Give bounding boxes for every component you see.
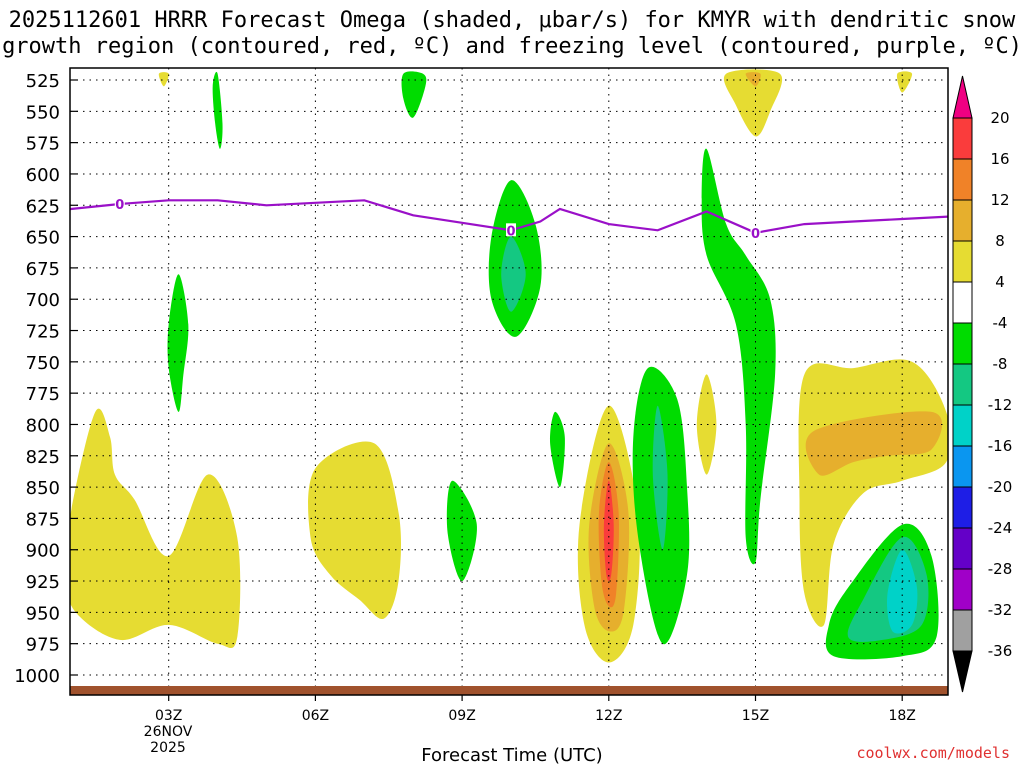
chart-title-line2: growth region (contoured, red, ºC) and f… [2,34,1022,59]
site-credit: coolwx.com/models [856,744,1010,762]
freezing-level-contour: 0 0 0 [70,197,948,242]
colorbar-label: 4 [995,273,1005,291]
omega-region-teal-1300 [652,405,668,550]
y-tick-label-525: 525 [26,71,60,92]
omega-region-green-1100 [549,411,565,488]
freezing-label-bg [114,197,125,211]
y-tick-label-550: 550 [26,102,60,123]
x-tick-label-06Z: 06Z [302,708,329,724]
colorbar-bin [952,527,973,570]
y-tick-label-900: 900 [26,541,60,562]
colorbar-bin [952,199,973,242]
colorbar-bin [952,568,973,611]
colorbar-bin [952,363,973,406]
freezing-level-label: 0 [115,198,124,213]
colorbar-label: -24 [988,519,1013,537]
omega-region-yellow-0630 [308,441,402,620]
x-axis-title: Forecast Time (UTC) [421,745,603,766]
colorbar-bin [952,609,973,652]
freezing-label-bg [506,223,516,237]
omega-region-yellow-1800 [896,71,913,93]
y-tick-label-625: 625 [26,196,60,217]
omega-shaded-regions [70,69,948,663]
omega-region-orange-1630 [805,411,943,476]
y-tick-label-850: 850 [26,478,60,499]
y-tick-label-950: 950 [26,603,60,624]
colorbar-label: -28 [988,560,1013,578]
x-tick-label-15Z: 15Z [742,708,769,724]
colorbar-bottom-arrow [952,650,973,693]
x-tick-label-03Z: 03Z [155,708,182,724]
colorbar: -36 -32 -28 -24 -20 -16 -12 -8 -4 4 8 12 16 20 [952,75,1013,693]
y-tick-label-675: 675 [26,259,60,280]
omega-region-yellow-1500 [723,69,783,137]
y-tick-label-750: 750 [26,353,60,374]
x-tick-label-18Z: 18Z [888,708,915,724]
y-tick-label-975: 975 [26,635,60,656]
colorbar-label: -8 [993,355,1008,373]
colorbar-label: -36 [988,642,1013,660]
colorbar-top-arrow [952,75,973,119]
y-tick-label-1000: 1000 [14,666,60,687]
colorbar-bin [952,445,973,488]
colorbar-label: 16 [990,150,1009,168]
colorbar-bin [952,117,973,160]
colorbar-label: 8 [995,232,1005,250]
freezing-label-bg [750,225,761,239]
chart-title-line1: 2025112601 HRRR Forecast Omega (shaded, … [8,8,1016,33]
y-tick-label-575: 575 [26,134,60,155]
omega-region-green-0330 [167,274,189,412]
omega-region-orange-1500 [745,72,761,87]
omega-region-yellow-0240 [158,72,169,87]
date-label-line1: 26NOV [144,724,193,740]
date-label-line2: 2025 [150,740,186,756]
x-tick-label-12Z: 12Z [595,708,622,724]
colorbar-bin [952,322,973,365]
omega-region-green-1430 [701,148,776,565]
omega-region-green-0400 [212,71,223,149]
pressure-gridlines [70,68,948,695]
y-tick-label-825: 825 [26,447,60,468]
colorbar-label: -20 [988,478,1013,496]
colorbar-bin [952,404,973,447]
colorbar-label: -4 [993,314,1008,332]
colorbar-bin [952,240,973,283]
colorbar-bin [952,486,973,529]
colorbar-label: 12 [990,191,1009,209]
omega-region-yellow-0200 [70,408,241,649]
y-axis: 525 550 575 600 625 650 675 700 725 750 775 800 825 8… [14,71,78,687]
y-tick-label-925: 925 [26,572,60,593]
y-tick-label-600: 600 [26,165,60,186]
colorbar-bin [952,158,973,201]
omega-region-green-0800 [401,71,427,118]
omega-region-teal-1000 [501,236,526,312]
x-axis: 03Z 06Z 09Z 12Z 15Z 18Z [155,695,916,724]
colorbar-label: -12 [988,396,1013,414]
y-tick-label-800: 800 [26,415,60,436]
colorbar-bin [952,281,973,324]
y-tick-label-775: 775 [26,384,60,405]
terrain-ground-strip [70,686,948,695]
colorbar-label: -16 [988,437,1013,455]
y-tick-label-650: 650 [26,228,60,249]
colorbar-label: -32 [988,601,1013,619]
omega-region-yellow-1400 [696,374,717,475]
y-tick-label-700: 700 [26,290,60,311]
freezing-level-label: 0 [506,224,515,239]
colorbar-label: 20 [990,109,1009,127]
y-tick-label-875: 875 [26,509,60,530]
y-tick-label-725: 725 [26,322,60,343]
plot-frame [69,67,949,696]
freezing-level-label: 0 [751,227,760,242]
x-tick-label-09Z: 09Z [448,708,475,724]
